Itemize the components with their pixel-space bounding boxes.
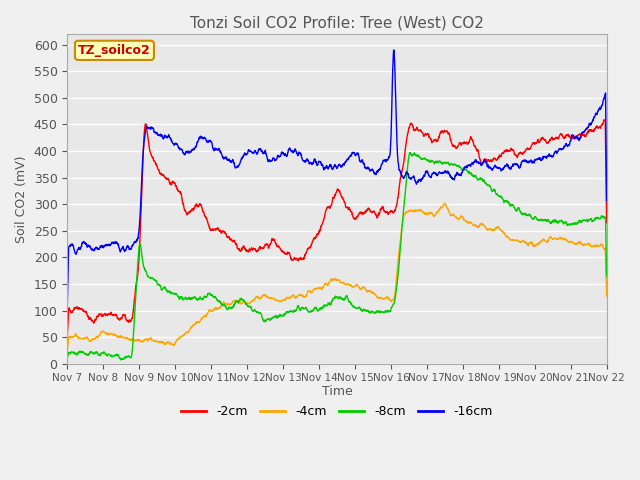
-16cm (588, 120, 595, 125)
Y-axis label: Soil CO2 (mV): Soil CO2 (mV) (15, 155, 28, 242)
Line: -8cm: -8cm (67, 153, 607, 360)
-16cm (326, 163, 333, 169)
-16cm (587, 122, 595, 128)
-8cm (489, 188, 497, 194)
Line: -16cm: -16cm (67, 50, 607, 306)
Line: -4cm: -4cm (67, 203, 607, 350)
-2cm (587, 128, 595, 134)
-4cm (603, 293, 611, 299)
Legend: -2cm, -4cm, -8cm, -16cm: -2cm, -4cm, -8cm, -16cm (176, 400, 498, 423)
-8cm (326, 300, 333, 306)
-2cm (326, 205, 333, 211)
-16cm (312, 157, 319, 163)
-2cm (603, 220, 611, 226)
-8cm (91, 351, 99, 357)
-4cm (588, 243, 595, 249)
-2cm (488, 159, 496, 165)
-2cm (587, 127, 595, 133)
-4cm (587, 243, 595, 249)
-8cm (588, 216, 595, 222)
-2cm (600, 117, 608, 122)
-4cm (488, 228, 496, 233)
-2cm (63, 333, 71, 339)
-4cm (326, 279, 333, 285)
Title: Tonzi Soil CO2 Profile: Tree (West) CO2: Tonzi Soil CO2 Profile: Tree (West) CO2 (190, 15, 484, 30)
-8cm (63, 355, 71, 361)
-16cm (488, 168, 496, 173)
-4cm (441, 200, 449, 206)
-4cm (312, 286, 319, 291)
-8cm (406, 150, 414, 156)
-8cm (312, 304, 319, 310)
-4cm (63, 348, 71, 353)
-2cm (312, 234, 319, 240)
-16cm (91, 245, 99, 251)
-16cm (603, 198, 611, 204)
-16cm (63, 303, 71, 309)
Line: -2cm: -2cm (67, 120, 607, 336)
X-axis label: Time: Time (321, 385, 353, 398)
-8cm (588, 217, 595, 223)
Text: TZ_soilco2: TZ_soilco2 (78, 44, 151, 57)
-8cm (117, 357, 125, 363)
-8cm (603, 273, 611, 279)
-4cm (91, 336, 99, 341)
-2cm (91, 317, 99, 323)
-16cm (390, 47, 397, 53)
